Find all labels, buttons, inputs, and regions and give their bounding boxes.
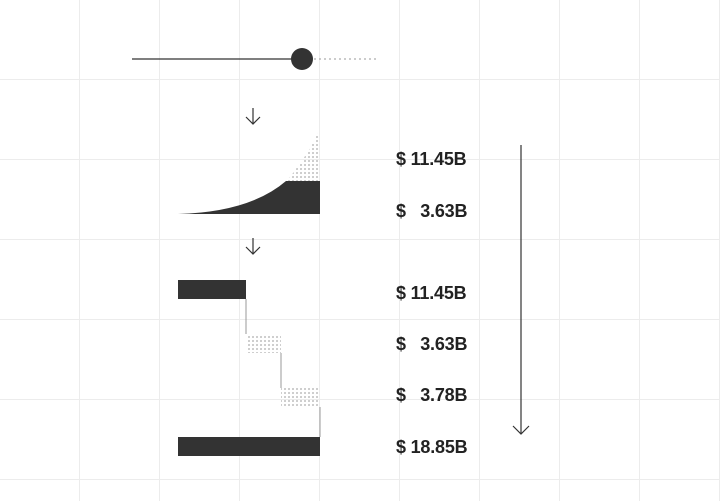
waterfall-value-step-1: $ 3.63B [396,334,468,354]
waterfall-bar-start [178,280,246,299]
growth-value-top: $ 11.45B [396,149,467,169]
waterfall-value-step-2: $ 3.78B [396,385,468,405]
waterfall-bar-step-1 [246,334,281,353]
slider-thumb[interactable] [291,48,313,70]
arrow-down-icon [245,108,261,125]
waterfall-bar-total [178,437,320,456]
long-arrow-down-icon [512,145,530,435]
arrow-down-icon [245,238,261,255]
growth-area-filled [178,181,320,214]
waterfall-bar-step-2 [281,388,320,407]
range-slider[interactable] [132,48,376,70]
waterfall-value-start: $ 11.45B [396,283,467,303]
waterfall-value-total: $ 18.85B [396,437,468,457]
growth-projection-dotted [286,128,320,181]
growth-curve-graphic [178,128,320,214]
waterfall-graphic [178,280,321,456]
growth-value-bottom: $ 3.63B [396,201,468,221]
